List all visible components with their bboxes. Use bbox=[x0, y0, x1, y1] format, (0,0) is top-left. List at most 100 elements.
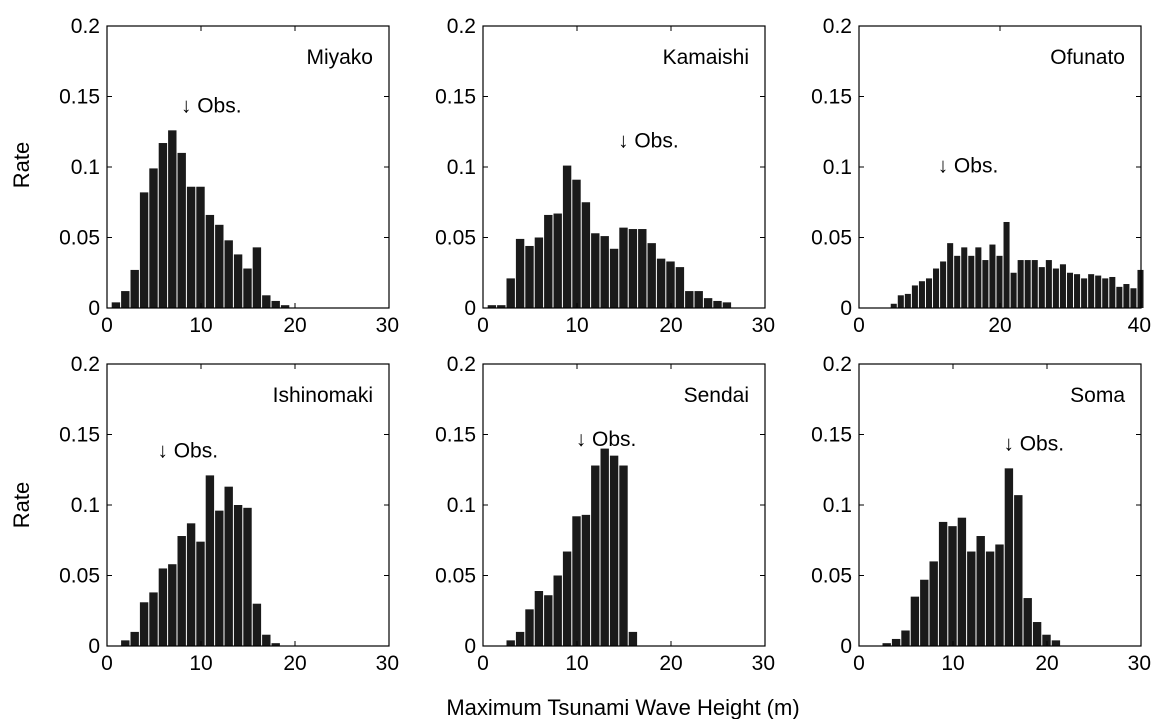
bar bbox=[233, 254, 243, 308]
bar bbox=[685, 291, 694, 308]
station-title: Sendai bbox=[684, 384, 749, 407]
bar bbox=[515, 238, 525, 308]
obs-marker: ↓ Obs. bbox=[576, 428, 637, 451]
bar bbox=[544, 214, 553, 308]
bar bbox=[628, 631, 638, 646]
bar bbox=[139, 192, 149, 308]
bar bbox=[1017, 260, 1024, 308]
y-tick-label: 0 bbox=[840, 635, 852, 658]
bar bbox=[600, 236, 609, 308]
bar bbox=[262, 634, 271, 646]
bar bbox=[609, 455, 619, 646]
bar bbox=[957, 517, 967, 646]
bar bbox=[1059, 264, 1066, 308]
bar bbox=[205, 214, 215, 308]
bar bbox=[675, 267, 685, 308]
bar bbox=[233, 505, 243, 646]
bar bbox=[497, 305, 506, 308]
bar bbox=[139, 602, 149, 646]
y-tick-label: 0.1 bbox=[823, 494, 852, 517]
bar bbox=[722, 302, 732, 308]
bar bbox=[976, 536, 985, 646]
bar bbox=[1010, 272, 1017, 308]
bar bbox=[591, 233, 600, 308]
bar bbox=[947, 243, 954, 308]
bar bbox=[130, 269, 139, 308]
bar bbox=[252, 247, 262, 308]
station-title: Soma bbox=[1070, 384, 1125, 407]
bar bbox=[619, 227, 628, 308]
x-tick-label: 0 bbox=[477, 652, 489, 675]
x-tick-label: 30 bbox=[376, 314, 399, 337]
bar bbox=[1045, 260, 1052, 308]
x-tick-label: 20 bbox=[988, 314, 1011, 337]
bar bbox=[186, 186, 196, 308]
bar bbox=[995, 544, 1004, 646]
bar bbox=[562, 551, 572, 646]
bar bbox=[975, 247, 982, 308]
obs-marker: ↓ Obs. bbox=[157, 439, 218, 462]
bar bbox=[901, 630, 910, 646]
bar bbox=[177, 536, 186, 646]
x-tick-label: 30 bbox=[1128, 652, 1151, 675]
bar bbox=[1130, 288, 1137, 308]
x-tick-label: 10 bbox=[189, 652, 212, 675]
bar bbox=[252, 603, 262, 646]
obs-marker: ↓ Obs. bbox=[181, 94, 242, 117]
bar bbox=[243, 507, 252, 646]
bar bbox=[933, 268, 940, 308]
bar bbox=[1014, 495, 1023, 646]
bar bbox=[1024, 260, 1031, 308]
y-tick-label: 0.15 bbox=[811, 86, 852, 109]
bar bbox=[1102, 278, 1109, 308]
bar bbox=[534, 237, 544, 308]
y-tick-label: 0.15 bbox=[435, 424, 476, 447]
bar bbox=[130, 631, 139, 646]
bar bbox=[619, 465, 628, 646]
bar bbox=[224, 486, 233, 646]
y-tick-label: 0.05 bbox=[811, 227, 852, 250]
y-tick-label: 0.05 bbox=[811, 565, 852, 588]
bar bbox=[938, 521, 948, 646]
y-tick-label: 0.1 bbox=[71, 156, 100, 179]
bar bbox=[581, 202, 591, 308]
bar bbox=[158, 568, 168, 646]
x-tick-label: 20 bbox=[659, 314, 682, 337]
xlabel: Maximum Tsunami Wave Height (m) bbox=[446, 695, 799, 719]
bar bbox=[989, 244, 996, 308]
bar bbox=[1116, 286, 1123, 308]
bar bbox=[1038, 267, 1045, 308]
bar bbox=[262, 295, 271, 308]
bar bbox=[982, 260, 989, 308]
subplot-soma: 0 0.05 0.1 0.15 0.2 0 10 20 30 Soma ↓ Obs. bbox=[811, 353, 1151, 675]
bar bbox=[609, 248, 619, 308]
bar bbox=[581, 514, 591, 646]
bar bbox=[703, 298, 713, 308]
x-tick-label: 30 bbox=[376, 652, 399, 675]
bar bbox=[224, 240, 233, 308]
bar bbox=[628, 229, 638, 308]
bar bbox=[1003, 221, 1010, 308]
y-tick-label: 0.05 bbox=[435, 565, 476, 588]
bar bbox=[1081, 278, 1088, 308]
bar bbox=[948, 526, 957, 646]
bar bbox=[534, 591, 544, 646]
bar bbox=[1123, 284, 1130, 308]
bar bbox=[271, 300, 280, 308]
y-tick-label: 0.15 bbox=[59, 424, 100, 447]
y-tick-label: 0.1 bbox=[823, 156, 852, 179]
bar bbox=[572, 516, 581, 646]
bar bbox=[1051, 640, 1061, 646]
subplot-ishinomaki: 0 0.05 0.1 0.15 0.2 0 10 20 30 Ishinomaki ↓ Obs. bbox=[59, 353, 399, 675]
bar bbox=[158, 143, 168, 308]
bar bbox=[149, 592, 158, 646]
bar bbox=[897, 295, 904, 308]
bar bbox=[996, 255, 1003, 308]
subplot-sendai: 0 0.05 0.1 0.15 0.2 0 10 20 30 Sendai ↓ Obs. bbox=[435, 353, 775, 675]
x-tick-label: 20 bbox=[659, 652, 682, 675]
bar bbox=[940, 261, 947, 308]
bar bbox=[985, 551, 995, 646]
bar bbox=[954, 255, 961, 308]
